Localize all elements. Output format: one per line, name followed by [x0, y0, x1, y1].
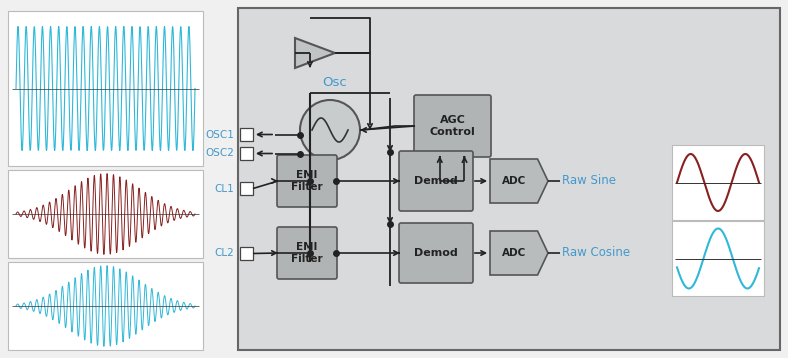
FancyBboxPatch shape [414, 95, 491, 157]
Text: Demod: Demod [414, 248, 458, 258]
FancyBboxPatch shape [277, 227, 337, 279]
Text: Raw Sine: Raw Sine [562, 174, 616, 188]
Polygon shape [490, 159, 548, 203]
Text: Raw Cosine: Raw Cosine [562, 247, 630, 260]
FancyBboxPatch shape [399, 151, 473, 211]
Bar [240, 247, 253, 260]
Text: ADC: ADC [502, 248, 526, 258]
Bar [672, 221, 764, 296]
Text: EMI
Filter: EMI Filter [292, 242, 323, 264]
Text: Osc: Osc [322, 76, 348, 88]
Bar [8, 170, 203, 258]
Text: OSC2: OSC2 [205, 149, 234, 159]
Text: CL2: CL2 [214, 248, 234, 258]
Bar [240, 147, 253, 160]
Text: AGC
Control: AGC Control [429, 115, 475, 137]
Circle shape [300, 100, 360, 160]
Text: Demod: Demod [414, 176, 458, 186]
FancyBboxPatch shape [277, 155, 337, 207]
Bar [240, 128, 253, 141]
FancyBboxPatch shape [399, 223, 473, 283]
Bar [8, 262, 203, 350]
Polygon shape [295, 38, 335, 68]
Text: OSC1: OSC1 [205, 130, 234, 140]
Bar [238, 8, 780, 350]
Text: EMI
Filter: EMI Filter [292, 170, 323, 192]
Text: ADC: ADC [502, 176, 526, 186]
Polygon shape [490, 231, 548, 275]
Bar [672, 145, 764, 220]
Bar [8, 11, 203, 166]
Bar [240, 182, 253, 195]
Text: CL1: CL1 [214, 184, 234, 194]
